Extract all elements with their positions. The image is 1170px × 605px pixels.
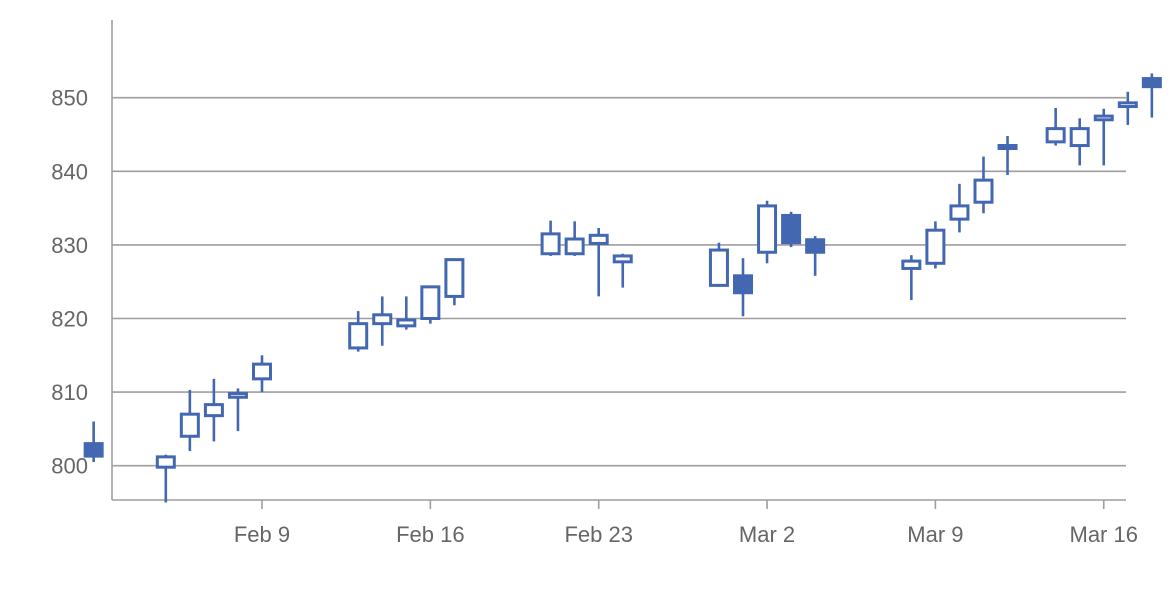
candle-body-up [708,248,729,287]
candle-body-up [203,403,224,418]
candle [1141,73,1162,118]
candle [588,227,609,297]
x-tick-label: Mar 9 [907,522,963,547]
candle-body-up [372,313,393,326]
candle-body-up [997,144,1018,151]
candle-body-down [83,442,104,458]
candle-body-up [1069,127,1090,148]
candle-body-down [733,274,753,295]
x-tick-label: Mar 2 [739,522,795,547]
candle [564,221,585,256]
y-tick-label: 850 [51,86,88,111]
candle [901,255,922,301]
candle [155,454,176,503]
candle-body-up [588,233,609,245]
candle-body-down [1141,77,1162,89]
tick-labels: 800 810 820 830 840 850 Feb 9 Feb 16 Feb 23 Mar 2… [51,86,1138,547]
candles [83,73,1162,503]
y-tick-label: 820 [51,307,88,332]
candle [949,183,970,233]
candle-body-up [925,228,946,265]
candle [973,156,994,214]
candle-body-up [757,204,778,254]
y-tick-label: 810 [51,380,88,405]
candle-body-up [227,392,248,399]
candle [757,200,778,264]
candle [252,355,272,393]
candle-body-up [348,322,369,350]
candle-body-down [781,213,802,245]
candle [420,285,441,324]
candle-body-up [901,259,922,270]
candle-body-up [1117,101,1138,109]
x-tick-label: Feb 9 [234,522,290,547]
candle [612,253,633,288]
candle-body-up [564,237,585,256]
candle [372,296,393,346]
axes [111,20,1126,509]
candle [83,421,104,463]
candle-body-up [612,254,633,264]
candle [733,258,753,317]
candle-body-up [444,258,465,298]
candle [179,389,200,451]
candle [997,135,1018,175]
x-tick-label: Feb 16 [396,522,465,547]
candle [1117,91,1138,125]
candle-body-up [540,232,561,256]
candle [227,388,248,432]
candle [781,211,802,248]
candle-body-up [973,178,994,204]
candle-body-up [155,455,176,469]
y-tick-label: 800 [51,454,88,479]
candle [1045,108,1066,146]
candle [708,242,729,287]
gridlines [112,96,1126,467]
candle-body-up [1045,127,1066,144]
y-tick-label: 830 [51,233,88,258]
x-tick-label: Feb 23 [564,522,633,547]
candle [348,311,369,352]
candle-body-up [1093,114,1114,122]
candle-body-up [252,362,272,381]
candle [444,258,465,306]
candle [925,221,946,269]
x-tick-label: Mar 16 [1070,522,1138,547]
y-tick-label: 840 [51,159,88,184]
candle-body-up [949,204,970,221]
candle-body-up [420,285,441,320]
candle [1093,108,1114,166]
candle [396,296,417,330]
candle [540,220,561,256]
candle-body-up [396,318,417,328]
candle-body-down [805,238,826,254]
candle [805,236,826,276]
candle-body-up [179,412,200,438]
candle [203,378,224,442]
candle [1069,118,1090,166]
